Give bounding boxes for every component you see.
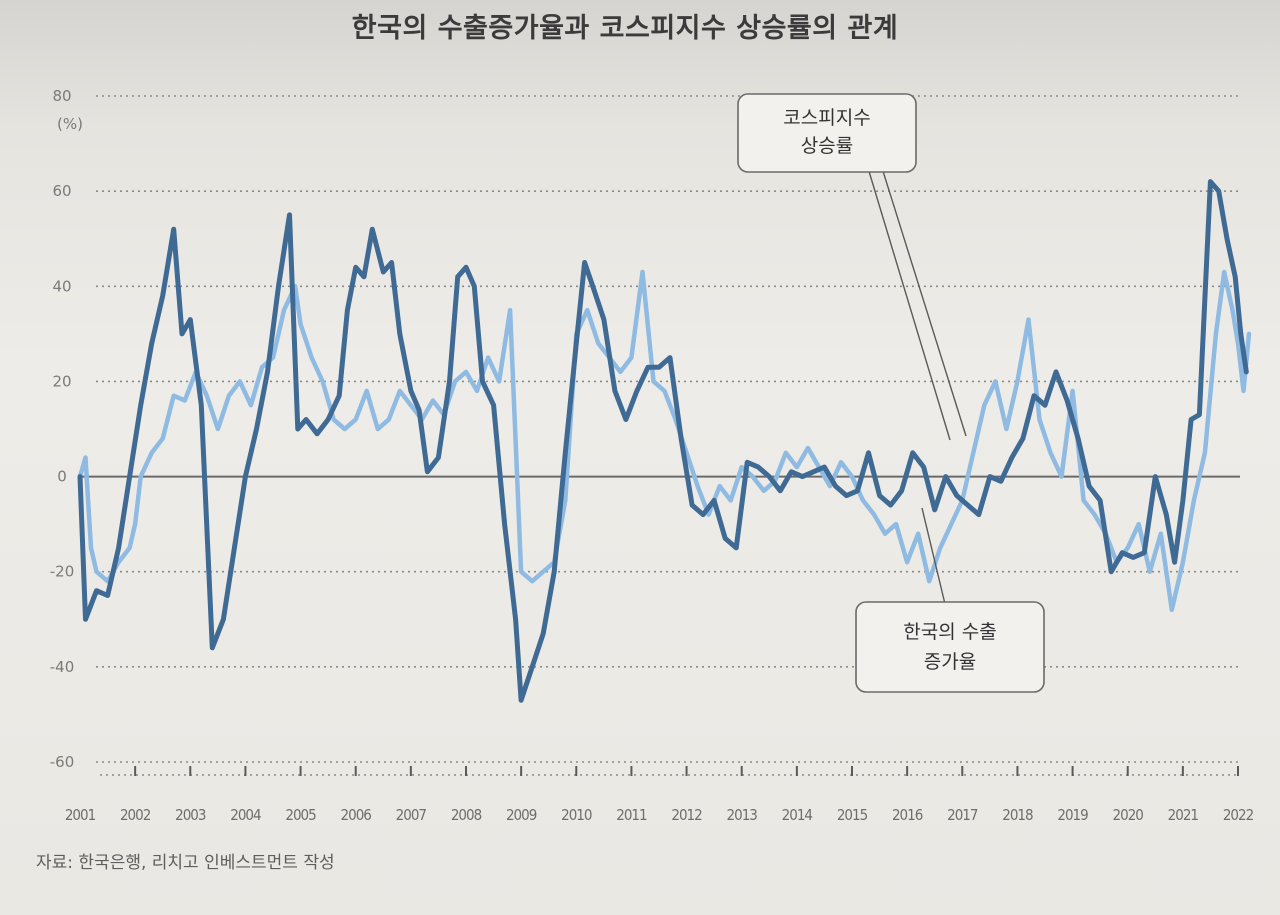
y-tick-label: -20 [50,563,75,581]
x-tick-label: 2005 [285,806,316,824]
kospi-leader-line [867,167,951,441]
kospi-callout-box [737,93,917,173]
x-tick-label: 2006 [341,806,372,824]
export-callout-label: 증가율 [924,651,976,673]
x-tick-label: 2012 [671,806,702,824]
x-tick-label: 2017 [947,806,978,824]
export-callout-box [855,601,1045,693]
y-tick-label: 60 [52,182,71,200]
x-tick-label: 2008 [451,806,482,824]
x-tick-label: 2016 [892,806,923,824]
y-tick-label: -60 [50,753,75,771]
x-tick-label: 2020 [1113,806,1144,824]
y-tick-label: 0 [57,468,67,486]
x-tick-label: 2004 [230,806,261,824]
x-tick-label: 2014 [782,806,813,824]
chart-title: 한국의 수출증가율과 코스피지수 상승률의 관계 [351,13,899,44]
x-tick-label: 2010 [561,806,592,824]
kospi-callout-label: 상승률 [801,135,853,157]
x-tick-label: 2003 [175,806,206,824]
x-tick-label: 2019 [1057,806,1088,824]
x-tick-label: 2021 [1168,806,1199,824]
export-leader-line [921,507,946,605]
y-tick-label: 20 [52,372,71,390]
kospi-leader-line [881,167,967,437]
y-tick-label: 80 [52,87,71,105]
export-series-line [77,269,1252,613]
x-tick-label: 2013 [727,806,758,824]
kospi-series-line [77,179,1249,703]
y-tick-label: -40 [50,658,75,676]
export-callout-label: 한국의 수출 [903,621,996,643]
source-note: 자료: 한국은행, 리치고 인베스트먼트 작성 [36,853,335,873]
y-unit-label: (%) [57,115,83,133]
x-tick-label: 2007 [396,806,427,824]
kospi-callout-label: 코스피지수 [783,107,870,129]
x-tick-label: 2002 [120,806,151,824]
y-tick-label: 40 [52,277,71,295]
x-tick-label: 2011 [616,806,647,824]
x-tick-label: 2015 [837,806,868,824]
x-tick-label: 2001 [65,806,96,824]
x-tick-label: 2022 [1223,806,1254,824]
x-tick-label: 2009 [506,806,537,824]
x-tick-label: 2018 [1002,806,1033,824]
